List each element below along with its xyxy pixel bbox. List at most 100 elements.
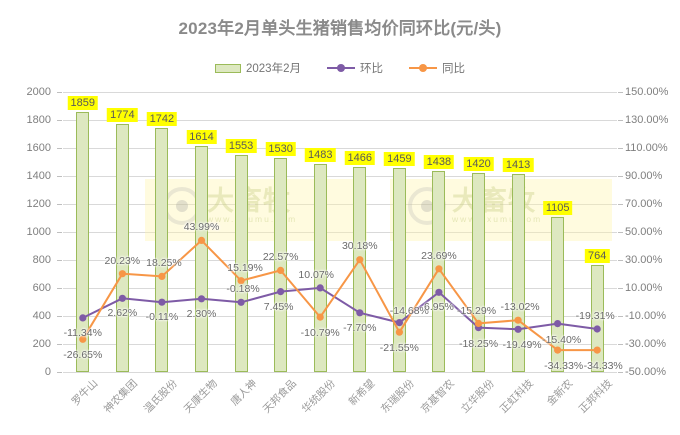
y-axis-left-tick-label: 400 <box>32 310 51 322</box>
y-axis-left-tick-label: 1200 <box>26 198 51 210</box>
legend-tongbi-label: 同比 <box>441 63 465 75</box>
bar-value-label: 1483 <box>304 148 336 163</box>
point-huanbi[interactable] <box>79 314 87 322</box>
point-label-tongbi: 30.18% <box>341 239 378 252</box>
legend-bar-swatch-icon <box>215 63 241 73</box>
y-axis-left-tick-label: 800 <box>32 254 51 266</box>
x-axis-label: 东瑞股份 <box>379 377 418 416</box>
point-tongbi[interactable] <box>79 335 87 343</box>
tick-mark-left <box>57 204 62 205</box>
point-label-tongbi: 23.69% <box>421 249 457 262</box>
bar[interactable] <box>234 154 248 372</box>
point-tongbi[interactable] <box>356 256 364 264</box>
point-huanbi[interactable] <box>237 298 245 306</box>
point-tongbi[interactable] <box>554 346 562 354</box>
point-huanbi[interactable] <box>118 294 126 302</box>
tick-mark-left <box>57 176 62 177</box>
point-huanbi[interactable] <box>554 320 562 328</box>
x-axis-labels: 罗牛山 神农集团 温氏股份 天康生物 唐人神 天邦食品 华统股份 新希望 东瑞股份 京基智农 立华股… <box>63 372 617 435</box>
point-label-tongbi: 22.57% <box>262 251 299 264</box>
point-tongbi[interactable] <box>158 272 166 280</box>
bar[interactable] <box>155 128 169 372</box>
bar-value-label: 1614 <box>186 130 217 145</box>
bar[interactable] <box>115 123 129 372</box>
point-label-tongbi: 15.19% <box>227 261 263 274</box>
point-tongbi[interactable] <box>593 346 601 354</box>
x-axis-label: 正邦科技 <box>576 377 616 416</box>
x-axis-label: 罗牛山 <box>69 377 101 409</box>
y-axis-right-tick-label: 130.00% <box>625 114 669 126</box>
legend-item-huanbi[interactable]: 环比 <box>326 60 383 76</box>
gridline <box>63 372 617 373</box>
point-huanbi[interactable] <box>514 325 522 333</box>
line-tongbi <box>81 239 598 352</box>
bar[interactable] <box>274 157 288 372</box>
point-tongbi[interactable] <box>118 270 126 278</box>
point-huanbi[interactable] <box>316 284 324 292</box>
point-tongbi[interactable] <box>514 316 522 324</box>
bar-value-label: 1530 <box>265 141 296 156</box>
point-label-tongbi: -15.29% <box>456 305 497 318</box>
point-huanbi[interactable] <box>277 288 285 296</box>
bar[interactable] <box>313 164 327 372</box>
bar-value-label: 1438 <box>423 154 455 169</box>
bar[interactable] <box>195 146 208 372</box>
point-huanbi[interactable] <box>356 309 364 317</box>
y-axis-left-tick-label: 1600 <box>26 142 51 154</box>
point-tongbi[interactable] <box>474 319 483 327</box>
y-axis-right-tick-label: -10.00% <box>625 310 666 322</box>
tick-mark-right <box>618 316 623 317</box>
point-tongbi[interactable] <box>316 313 324 321</box>
point-huanbi[interactable] <box>158 298 166 306</box>
plot-area: 0 200 400 600 800 1000 1200 1400 1600 1800 2000 -5… <box>27 86 669 378</box>
x-axis-label: 天邦食品 <box>260 377 299 416</box>
tick-mark-right <box>618 176 623 177</box>
point-label-huanbi: -18.25% <box>458 337 499 350</box>
point-tongbi[interactable] <box>197 236 206 244</box>
tick-mark-left <box>57 260 62 261</box>
y-axis-left-tick-label: 1000 <box>26 226 51 238</box>
tick-mark-left <box>57 148 62 149</box>
gridline <box>63 176 617 177</box>
x-axis-label: 华统股份 <box>299 377 339 416</box>
point-huanbi[interactable] <box>593 325 601 333</box>
point-tongbi[interactable] <box>237 277 245 285</box>
point-tongbi[interactable] <box>395 328 403 336</box>
point-huanbi[interactable] <box>197 295 206 303</box>
y-axis-left-tick-label: 0 <box>44 366 51 378</box>
bar[interactable] <box>590 265 604 372</box>
x-axis-label: 唐人神 <box>228 377 259 409</box>
point-label-tongbi: -10.79% <box>300 327 340 340</box>
point-label-huanbi: -14.68% <box>389 304 429 317</box>
tick-mark-right <box>618 204 623 205</box>
point-tongbi[interactable] <box>435 265 443 273</box>
y-axis-right-tick-label: 150.00% <box>625 86 669 98</box>
tick-mark-right <box>618 372 623 373</box>
bar-value-label: 1420 <box>463 157 494 172</box>
gridline <box>63 120 617 121</box>
point-label-huanbi: -0.18% <box>226 283 260 296</box>
watermark-backdrop <box>145 179 367 241</box>
gridline <box>63 232 617 233</box>
chart-title: 2023年2月单头生猪销售均价同环比(元/头) <box>178 19 502 38</box>
bar-value-label: 1466 <box>344 150 376 165</box>
y-axis-right-tick-label: 90.00% <box>625 170 663 182</box>
legend-item-tongbi[interactable]: 同比 <box>408 60 465 76</box>
bar-value-label: 1859 <box>67 95 99 110</box>
legend-tongbi-line-icon <box>408 63 437 74</box>
point-label-huanbi: -19.31% <box>575 310 615 323</box>
point-tongbi[interactable] <box>277 266 285 274</box>
tick-mark-left <box>57 120 62 121</box>
point-huanbi[interactable] <box>435 288 443 296</box>
x-axis-label: 温氏股份 <box>141 377 180 416</box>
bar[interactable] <box>76 111 90 372</box>
bar-value-label: 1774 <box>107 107 138 122</box>
point-label-huanbi: -7.70% <box>343 321 377 334</box>
y-axis-left-tick-label: 1800 <box>26 114 51 126</box>
bar[interactable] <box>551 217 565 372</box>
point-huanbi[interactable] <box>395 319 403 327</box>
legend-item-bar[interactable]: 2023年2月 <box>215 60 301 76</box>
bar-value-label: 1742 <box>146 112 178 127</box>
watermark-backdrop <box>390 179 612 241</box>
